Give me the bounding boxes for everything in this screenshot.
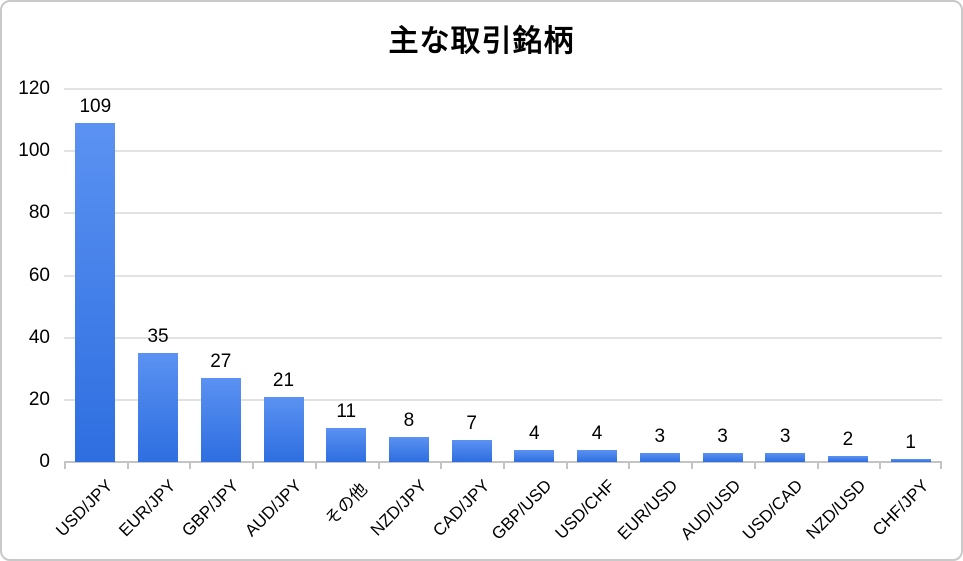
x-axis-tick <box>314 462 317 469</box>
bar-nzd-usd <box>827 455 868 462</box>
x-axis-tick <box>628 462 631 469</box>
x-axis-category-label: AUD/JPY <box>240 476 305 541</box>
bar-value-label: 1 <box>905 431 916 453</box>
x-axis-tick <box>189 462 192 469</box>
x-axis-tick <box>126 462 129 469</box>
x-axis-category-label: NZD/JPY <box>366 476 431 540</box>
x-axis-category-label: GBP/USD <box>488 476 556 544</box>
x-axis-tick <box>816 462 819 469</box>
bar-usd-cad <box>765 452 806 462</box>
x-axis-tick <box>252 462 255 469</box>
bar-nzd-jpy <box>388 437 429 462</box>
x-axis-tick <box>879 462 882 469</box>
gridline <box>64 274 942 277</box>
x-axis-category-label: NZD/USD <box>802 476 870 543</box>
bar-gbp-usd <box>514 449 555 462</box>
bar-value-label: 8 <box>403 410 415 432</box>
bar-aud-jpy <box>263 396 304 462</box>
y-axis-tick-label: 100 <box>18 140 50 162</box>
y-axis-tick-label: 60 <box>28 264 50 286</box>
x-axis-tick <box>940 462 942 469</box>
x-axis-category-label: その他 <box>321 479 372 530</box>
y-axis-tick-label: 20 <box>28 388 50 410</box>
x-axis-category-label: USD/CHF <box>551 476 619 543</box>
bar-chf-jpy <box>890 458 931 462</box>
x-axis-category-label: CAD/JPY <box>428 476 494 541</box>
x-axis-tick <box>753 462 756 469</box>
x-axis-category-label: EUR/JPY <box>115 476 180 541</box>
gridline <box>64 336 942 339</box>
bar-value-label: 7 <box>466 413 477 435</box>
x-axis-category-label: CHF/JPY <box>868 476 933 540</box>
x-axis-tick <box>377 462 380 469</box>
x-axis-category-label: AUD/USD <box>676 476 744 544</box>
x-axis-category-label: EUR/USD <box>613 476 682 544</box>
bar-usd-jpy <box>75 123 116 462</box>
bar-value-label: 11 <box>336 400 357 422</box>
bar-value-label: 27 <box>210 351 232 373</box>
bar-value-label: 21 <box>272 369 295 391</box>
bar-eur-jpy <box>138 353 179 462</box>
plot-area: 0 20 40 60 80 100 120 109 USD/JPY 35 EUR/JPY 27 GBP/… <box>18 78 942 544</box>
bar-- <box>326 427 367 462</box>
y-axis-tick-label: 80 <box>28 202 50 224</box>
bar-cad-jpy <box>451 440 492 462</box>
bar-value-label: 109 <box>79 96 112 118</box>
x-axis-tick <box>440 462 443 469</box>
gridline <box>64 88 942 90</box>
bar-value-label: 4 <box>591 422 603 444</box>
x-axis-category-label: USD/JPY <box>52 476 117 541</box>
chart-title: 主な取引銘柄 <box>388 25 575 58</box>
bar-value-label: 35 <box>147 326 169 348</box>
gridline <box>64 398 942 401</box>
x-axis-tick <box>565 462 568 469</box>
x-axis-category-label: USD/CAD <box>739 476 807 544</box>
x-axis-tick <box>691 462 694 469</box>
y-axis-tick-label: 40 <box>28 326 50 348</box>
y-axis-tick-label: 0 <box>39 451 50 472</box>
bar-usd-chf <box>577 449 618 462</box>
bar-aud-usd <box>702 452 743 462</box>
bar-eur-usd <box>639 452 680 462</box>
gridline <box>64 150 942 153</box>
bar-value-label: 4 <box>529 422 540 444</box>
bar-value-label: 2 <box>842 428 854 450</box>
x-axis-tick <box>64 462 66 469</box>
x-axis-category-label: GBP/JPY <box>178 476 243 541</box>
bar-gbp-jpy <box>200 378 241 462</box>
gridline <box>64 212 942 215</box>
x-axis-tick <box>503 462 505 469</box>
bar-value-label: 3 <box>717 425 728 447</box>
bar-value-label: 3 <box>779 425 791 447</box>
y-axis-tick-label: 120 <box>18 78 50 99</box>
bar-value-label: 3 <box>654 425 666 447</box>
